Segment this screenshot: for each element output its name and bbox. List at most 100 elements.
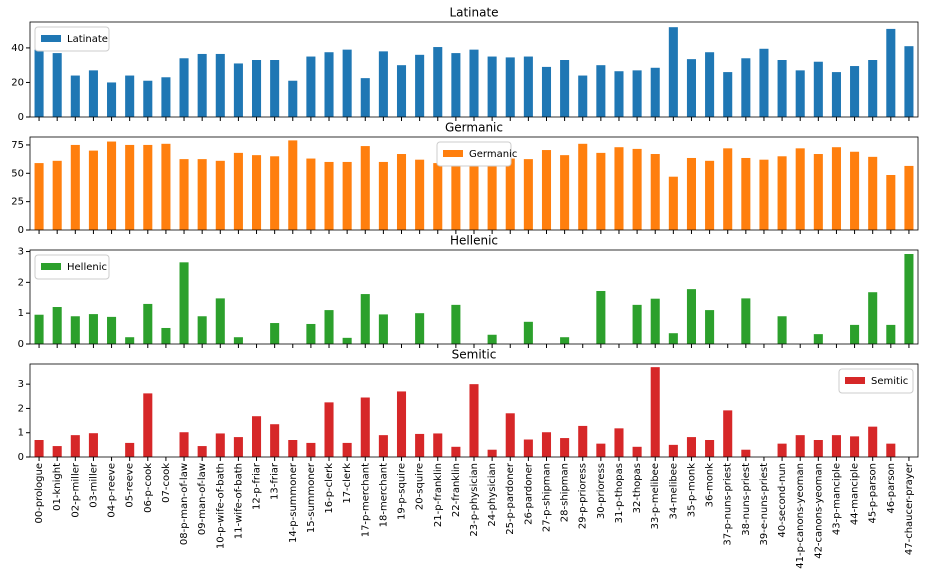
- bar: [451, 304, 461, 344]
- bar: [52, 160, 62, 230]
- bar: [252, 60, 262, 117]
- bar: [777, 60, 787, 117]
- bar: [686, 157, 696, 230]
- y-tick-label: 20: [11, 77, 24, 88]
- x-tick-label: 35-p-monk: [686, 463, 697, 517]
- bar: [560, 337, 570, 344]
- bar: [378, 314, 388, 344]
- x-tick-label: 01-knight: [52, 463, 63, 511]
- x-tick-label: 14-p-summoner: [288, 462, 299, 543]
- x-tick-label: 21-p-franklin: [433, 463, 444, 527]
- x-tick-label: 27-p-shipman: [541, 463, 552, 532]
- bar: [34, 163, 44, 230]
- bar: [233, 437, 243, 457]
- bar: [741, 298, 751, 344]
- bar: [179, 432, 189, 457]
- bar: [270, 323, 280, 344]
- bar: [107, 82, 117, 117]
- x-tick-label: 22-franklin: [451, 463, 462, 517]
- bar: [650, 67, 660, 117]
- x-tick-label: 32-thopas: [632, 463, 643, 513]
- bar: [52, 446, 62, 457]
- bar: [813, 154, 823, 230]
- x-tick-label: 26-pardoner: [523, 462, 534, 525]
- legend-label: Semitic: [871, 376, 908, 387]
- bar: [578, 425, 588, 457]
- bar: [705, 160, 715, 230]
- bar: [632, 70, 642, 117]
- panel-title: Semitic: [452, 348, 497, 362]
- bar: [52, 307, 62, 344]
- bar: [868, 426, 878, 457]
- bar: [270, 156, 280, 230]
- bar: [324, 310, 334, 344]
- x-tick-label: 28-shipman: [560, 463, 571, 522]
- bar: [107, 141, 117, 230]
- x-tick-label: 17-clerk: [342, 463, 353, 504]
- bar: [741, 157, 751, 230]
- bar: [324, 161, 334, 230]
- x-tick-label: 20-squire: [415, 463, 426, 510]
- bar: [523, 439, 533, 457]
- bar: [560, 438, 570, 457]
- bar: [288, 440, 298, 457]
- x-tick-label: 31-p-thopas: [614, 463, 625, 523]
- bar: [179, 159, 189, 230]
- bar: [143, 303, 153, 344]
- bar: [886, 324, 896, 344]
- x-tick-label: 40-second-nun: [777, 463, 788, 538]
- legend-swatch: [41, 35, 61, 42]
- bar: [215, 160, 225, 230]
- y-tick-label: 3: [18, 247, 24, 258]
- y-tick-label: 0: [18, 225, 24, 236]
- x-tick-label: 11-wife-of-bath: [233, 463, 244, 539]
- bar: [342, 49, 352, 117]
- bar: [795, 148, 805, 230]
- legend-label: Germanic: [469, 149, 517, 160]
- bar: [252, 416, 262, 457]
- bar: [813, 334, 823, 344]
- bar: [759, 48, 769, 117]
- bar: [88, 70, 98, 117]
- bar: [705, 440, 715, 457]
- panel-title: Latinate: [449, 6, 498, 20]
- x-tick-label: 24-physician: [487, 463, 498, 527]
- bar: [904, 165, 914, 230]
- bar: [560, 60, 570, 117]
- bar: [88, 314, 98, 344]
- bar: [795, 435, 805, 457]
- bar: [306, 56, 316, 117]
- bar: [904, 46, 914, 117]
- y-tick-label: 0: [18, 339, 24, 350]
- y-tick-label: 1: [18, 428, 24, 439]
- x-tick-label: 47-chaucer-prayer: [904, 462, 915, 555]
- bar: [324, 402, 334, 457]
- bar: [723, 148, 733, 230]
- bar: [487, 334, 497, 344]
- bar: [541, 150, 552, 230]
- bar: [487, 56, 497, 117]
- bar: [52, 53, 62, 117]
- bar: [614, 428, 624, 457]
- bar: [396, 154, 407, 230]
- bar: [813, 61, 823, 117]
- bar: [360, 397, 370, 457]
- bar: [469, 49, 479, 117]
- bar: [360, 146, 370, 230]
- bar: [143, 80, 153, 117]
- x-tick-label: 07-cook: [161, 463, 172, 503]
- bar: [650, 367, 660, 457]
- bar: [451, 53, 461, 117]
- bar: [505, 158, 515, 230]
- legend-swatch: [443, 150, 463, 157]
- bar: [306, 323, 316, 344]
- bar: [668, 27, 678, 118]
- bar: [161, 327, 171, 344]
- x-tick-label: 17-p-merchant: [360, 463, 371, 537]
- x-tick-label: 36-monk: [705, 463, 716, 508]
- legend-label: Hellenic: [67, 262, 107, 273]
- x-tick-label: 33-p-melibee: [650, 463, 661, 529]
- bar: [451, 446, 461, 457]
- bar: [197, 53, 207, 117]
